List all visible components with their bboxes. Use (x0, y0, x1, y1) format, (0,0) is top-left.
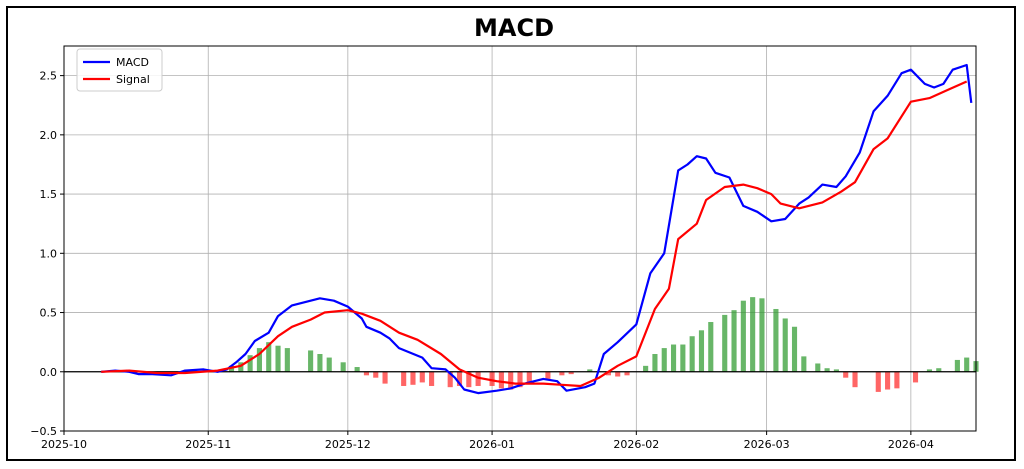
histogram-bar-negative (489, 371, 495, 386)
x-tick-label: 2026-01 (469, 438, 515, 451)
histogram-bar-positive (833, 369, 839, 372)
histogram-bar-negative (559, 371, 565, 376)
histogram-bar-negative (447, 371, 453, 388)
histogram-bar-positive (308, 350, 314, 372)
signal-line (101, 80, 968, 388)
y-tick-label: 1.0 (40, 247, 58, 260)
histogram-bar-positive (689, 336, 695, 372)
plot-area-border (63, 45, 977, 432)
histogram-bar-positive (643, 365, 649, 372)
histogram-bar-negative (363, 371, 370, 376)
histogram-bar-positive (698, 330, 705, 372)
histogram-bar-negative (894, 371, 900, 389)
histogram-bar-negative (498, 371, 504, 389)
grid-lines (63, 46, 976, 432)
histogram-bar-positive (926, 369, 933, 372)
histogram-bar-positive (791, 326, 798, 372)
x-tick-label: 2026-02 (613, 438, 659, 451)
histogram-bar-negative (373, 371, 379, 378)
histogram-bar-negative (912, 371, 919, 383)
legend: MACD Signal (76, 48, 163, 92)
histogram-bar-positive (587, 369, 593, 372)
macd-chart: MACD 2025-10 2025-11 2025-12 2026-01 2026-02… (30, 14, 979, 451)
histogram-bar-positive (284, 348, 290, 372)
histogram-bar-positive (740, 300, 746, 372)
histogram-bar-positive (964, 357, 970, 372)
histogram-bar-negative (419, 371, 425, 383)
histogram-bar-negative (624, 371, 630, 376)
histogram-bar-negative (429, 371, 435, 386)
histogram-bar-positive (680, 344, 686, 372)
x-tick-label: 2025-11 (185, 438, 231, 451)
histogram-bar-positive (340, 362, 346, 372)
histogram-bar-negative (875, 371, 881, 392)
histogram-bar-negative (545, 371, 551, 379)
histogram-bar-positive (722, 314, 728, 372)
legend-signal-label: Signal (116, 73, 150, 86)
histogram-bar-positive (936, 368, 942, 372)
x-tick-label: 2025-12 (325, 438, 371, 451)
x-tick-label: 2026-03 (744, 438, 790, 451)
histogram-bar-positive (317, 354, 323, 372)
histogram-bar-positive (256, 348, 262, 372)
histogram-bar-negative (475, 371, 481, 386)
histogram-bar-positive (773, 308, 779, 372)
histogram-bar-positive (824, 368, 830, 372)
x-tick-label: 2026-04 (888, 438, 934, 451)
histogram-bar-positive (759, 298, 765, 372)
histogram-bar-positive (750, 297, 756, 372)
histogram-bar-positive (731, 310, 737, 372)
histogram-bar-negative (466, 371, 472, 388)
chart-frame: MACD 2025-10 2025-11 2025-12 2026-01 2026-02… (6, 6, 1016, 461)
histogram-bar-negative (456, 371, 463, 386)
y-tick-label: 1.5 (40, 188, 58, 201)
series-lines (101, 63, 973, 395)
macd-line (101, 63, 973, 395)
chart-title: MACD (474, 14, 554, 42)
histogram-bar-positive (275, 345, 281, 372)
histogram-bar-positive (238, 362, 244, 372)
y-tick-label: 2.0 (40, 129, 58, 142)
histogram-bar-negative (410, 371, 416, 385)
histogram-bar-positive (661, 348, 667, 372)
histogram-bar-negative (401, 371, 407, 386)
histogram-bar-negative (843, 371, 849, 378)
y-tick-label: 0.5 (40, 307, 58, 320)
y-tick-label: −0.5 (30, 425, 57, 438)
histogram-bar-positive (815, 363, 821, 372)
histogram-bars (182, 297, 979, 392)
histogram-bar-negative (852, 371, 858, 388)
histogram-bar-positive (670, 344, 677, 372)
histogram-bar-negative (382, 371, 388, 384)
histogram-bar-negative (517, 371, 523, 388)
y-tick-label: 2.5 (40, 70, 58, 83)
histogram-bar-positive (266, 342, 272, 372)
histogram-bar-positive (782, 318, 788, 372)
histogram-bar-negative (568, 371, 574, 375)
legend-macd-label: MACD (116, 56, 149, 69)
histogram-bar-positive (326, 357, 332, 372)
histogram-bar-negative (526, 371, 532, 384)
histogram-bar-positive (801, 356, 807, 372)
histogram-bar-positive (247, 355, 253, 372)
histogram-bar-negative (508, 371, 514, 390)
x-tick-label: 2025-10 (41, 438, 87, 451)
axis-ticks: 2025-10 2025-11 2025-12 2026-01 2026-02 2026-… (30, 70, 934, 451)
histogram-bar-positive (708, 322, 714, 372)
histogram-bar-negative (885, 371, 891, 390)
histogram-bar-negative (605, 371, 611, 376)
histogram-bar-negative (615, 371, 621, 377)
histogram-bar-positive (954, 359, 960, 372)
legend-box (76, 48, 163, 92)
y-tick-label: 0.0 (40, 366, 58, 379)
histogram-bar-positive (652, 354, 658, 372)
histogram-bar-positive (354, 367, 360, 372)
